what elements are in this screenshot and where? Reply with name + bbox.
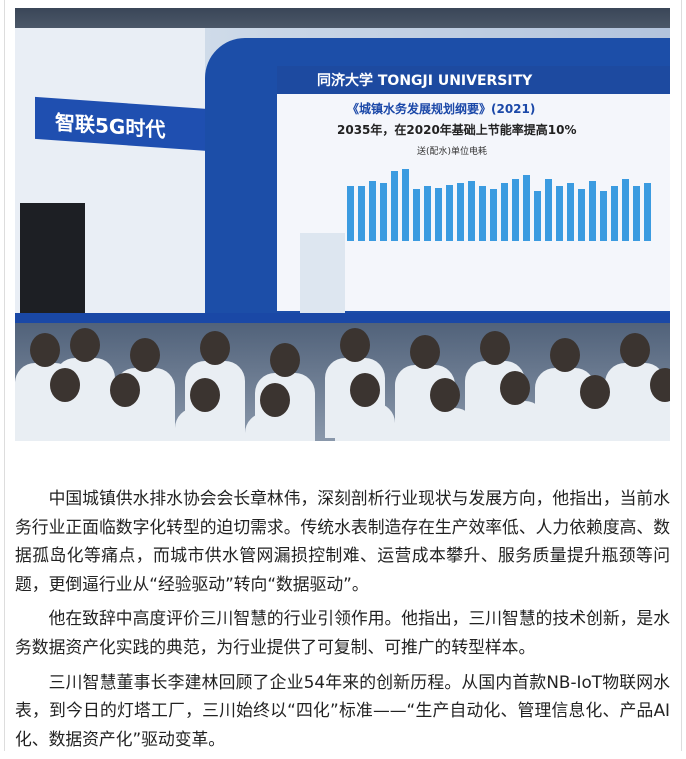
slide-bar <box>501 183 508 241</box>
slide-bar <box>457 183 464 241</box>
attendee-head <box>70 328 100 362</box>
attendee-body <box>245 413 305 441</box>
slide-title: 《城镇水务发展规划纲要》(2021) <box>347 102 536 116</box>
slide-bar <box>479 186 486 241</box>
attendee-head <box>50 368 80 402</box>
attendee-head <box>260 383 290 417</box>
slide-bar <box>622 179 629 241</box>
conference-photo: 智联5G时代 同济大学 TONGJI UNIVERSITY 《城镇水务发展规划纲… <box>15 8 670 441</box>
slide-bar <box>402 169 409 241</box>
attendee-head <box>580 375 610 409</box>
attendee-head <box>550 338 580 372</box>
attendee-head <box>430 378 460 412</box>
slide-bar <box>413 189 420 241</box>
slide-bar <box>523 175 530 241</box>
slide-bar <box>556 186 563 241</box>
attendee-body <box>565 405 625 441</box>
attendee-head <box>480 331 510 365</box>
paragraph: 三川智慧董事长李建林回顾了企业54年来的创新历程。从国内首款NB-IoT物联网水… <box>15 671 670 749</box>
slide-bar <box>468 181 475 241</box>
slide-bar <box>369 181 376 241</box>
slide-bar <box>567 183 574 241</box>
slide-bar <box>644 183 651 241</box>
attendee-body <box>35 398 95 441</box>
attendee-head <box>650 368 670 402</box>
audience <box>15 323 670 441</box>
attendee-head <box>270 343 300 377</box>
attendee-body <box>175 408 235 441</box>
slide-bar <box>545 179 552 241</box>
slide-chart-label: 送(配水)单位电耗 <box>417 147 488 157</box>
slide-bar <box>347 186 354 241</box>
slide-subtitle: 2035年，在2020年基础上节能率提高10% <box>337 123 577 137</box>
slide-bar <box>578 189 585 241</box>
slide-bar <box>611 186 618 241</box>
slide-bar <box>534 191 541 241</box>
slide-bar <box>358 186 365 241</box>
slide-bar <box>391 171 398 241</box>
attendee-head <box>130 338 160 372</box>
attendee-body <box>335 403 395 441</box>
attendee-head <box>500 371 530 405</box>
attendee-head <box>110 373 140 407</box>
slide-bar <box>424 186 431 241</box>
article-body: 中国城镇供水排水协会会长章林伟，深刻剖析行业现状与发展方向，他指出，当前水务行业… <box>15 484 670 759</box>
slide-bar <box>446 185 453 241</box>
attendee-body <box>415 408 475 441</box>
slide-chart <box>347 166 657 241</box>
attendee-head <box>350 373 380 407</box>
attendee-head <box>30 333 60 367</box>
slide-bar <box>512 179 519 241</box>
speaker-stack <box>20 203 85 333</box>
slide-bar <box>600 191 607 241</box>
article-frame <box>4 0 682 751</box>
attendee-head <box>410 335 440 369</box>
attendee-body <box>635 398 670 441</box>
attendee-body <box>95 403 155 441</box>
slide-header: 同济大学 TONGJI UNIVERSITY <box>277 66 670 94</box>
slide-bar <box>380 183 387 241</box>
slide-bar <box>435 188 442 241</box>
paragraph: 中国城镇供水排水协会会长章林伟，深刻剖析行业现状与发展方向，他指出，当前水务行业… <box>15 488 670 594</box>
slide-bar <box>589 181 596 241</box>
attendee-head <box>200 331 230 365</box>
podium <box>300 233 345 323</box>
slide-bar <box>490 189 497 241</box>
paragraph: 他在致辞中高度评价三川智慧的行业引领作用。他指出，三川智慧的技术创新，是水务数据… <box>15 608 670 657</box>
attendee-head <box>190 378 220 412</box>
attendee-head <box>620 333 650 367</box>
attendee-body <box>485 401 545 441</box>
slide-bar <box>633 186 640 241</box>
attendee-head <box>340 328 370 362</box>
